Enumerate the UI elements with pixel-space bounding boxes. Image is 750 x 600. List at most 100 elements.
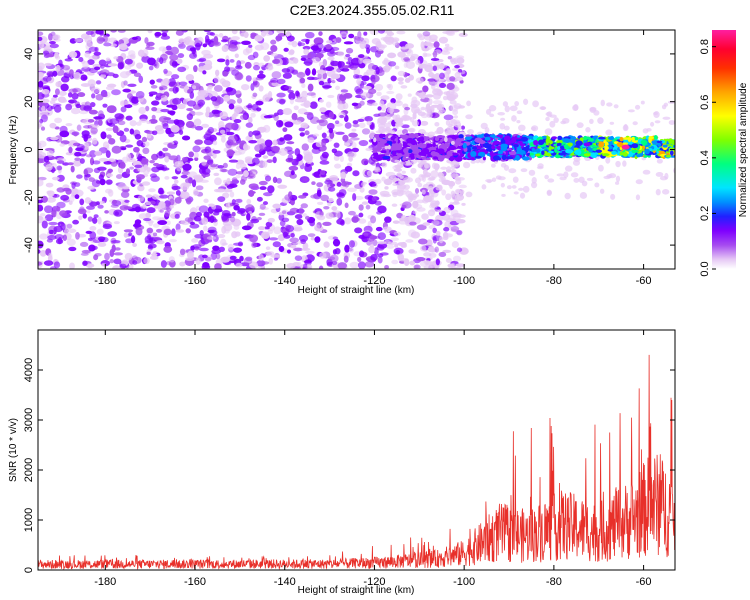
heatmap-cell <box>68 246 77 252</box>
heatmap-cell <box>258 70 264 75</box>
heatmap-cell <box>662 116 671 120</box>
heatmap-cell <box>395 150 401 153</box>
heatmap-cell <box>154 31 162 37</box>
heatmap-cell <box>357 261 366 269</box>
heatmap-cell <box>418 63 423 69</box>
heatmap-cell <box>351 102 359 107</box>
heatmap-cell <box>294 214 303 220</box>
heatmap-cell <box>271 71 282 79</box>
heatmap-cell <box>187 171 198 178</box>
heatmap-cell <box>311 147 321 154</box>
heatmap-cell <box>382 226 392 231</box>
heatmap-cell <box>210 164 218 168</box>
heatmap-cell <box>206 31 214 36</box>
heatmap-cell <box>273 145 279 153</box>
heatmap-cell <box>305 31 315 39</box>
heatmap-cell <box>420 120 429 126</box>
heatmap-cell <box>250 218 260 224</box>
heatmap-cell <box>518 124 526 132</box>
heatmap-cell <box>380 150 387 154</box>
heatmap-cell <box>387 52 397 59</box>
heatmap-cell <box>83 125 93 129</box>
heatmap-cell <box>408 74 415 81</box>
heatmap-cell <box>622 160 627 167</box>
heatmap-cell <box>635 194 641 201</box>
heatmap-cell <box>97 119 103 126</box>
heatmap-cell <box>204 256 212 262</box>
heatmap-cell <box>166 191 176 195</box>
heatmap-cell <box>258 62 265 68</box>
heatmap-cell <box>278 245 285 253</box>
heatmap-cell <box>423 41 432 47</box>
heatmap-cell <box>424 149 429 153</box>
heatmap-cell <box>416 199 424 204</box>
heatmap-cell <box>377 232 387 241</box>
heatmap-cell <box>289 237 299 243</box>
heatmap-cell <box>279 98 286 105</box>
heatmap-cell <box>176 58 183 64</box>
heatmap-cell <box>179 248 186 256</box>
heatmap-cell <box>156 228 163 233</box>
y-tick-label: 0 <box>23 567 35 573</box>
heatmap-cell <box>615 175 621 183</box>
heatmap-cell <box>54 104 62 113</box>
heatmap-cell <box>465 134 471 138</box>
heatmap-cell <box>168 256 175 263</box>
heatmap-cell <box>564 165 573 172</box>
heatmap-cell <box>285 225 295 232</box>
heatmap-cell <box>514 100 520 107</box>
heatmap-cell <box>331 206 338 211</box>
heatmap-cell <box>619 136 624 142</box>
heatmap-cell <box>656 148 661 152</box>
heatmap-cell <box>454 64 460 69</box>
heatmap-cell <box>394 243 399 248</box>
heatmap-cell <box>377 106 382 111</box>
heatmap-cell <box>313 224 321 230</box>
heatmap-cell <box>93 167 101 174</box>
heatmap-cell <box>221 39 229 43</box>
heatmap-cell <box>321 81 331 90</box>
heatmap-cell <box>134 164 143 169</box>
heatmap-cell <box>251 241 258 249</box>
heatmap-cell <box>88 177 96 182</box>
heatmap-cell <box>179 129 184 135</box>
heatmap-cell <box>342 134 349 142</box>
heatmap-cell <box>458 184 467 189</box>
heatmap-cell <box>450 209 459 217</box>
heatmap-cell <box>455 263 466 267</box>
heatmap-cell <box>227 243 235 251</box>
heatmap-cell <box>605 129 613 136</box>
heatmap-cell <box>159 57 164 65</box>
heatmap-cell <box>146 251 151 256</box>
heatmap-cell <box>38 80 44 88</box>
heatmap-cell <box>409 221 417 226</box>
heatmap-cell <box>47 156 57 160</box>
heatmap-cell <box>393 231 401 237</box>
heatmap-cell <box>564 192 571 200</box>
heatmap-cell <box>457 155 462 161</box>
heatmap-cell <box>217 196 226 203</box>
heatmap-cell <box>412 112 417 120</box>
heatmap-cell <box>623 123 628 131</box>
heatmap-cell <box>401 204 407 209</box>
heatmap-cell <box>256 107 262 112</box>
heatmap-cell <box>54 88 60 96</box>
heatmap-cell <box>369 183 377 187</box>
heatmap-cell <box>402 156 407 161</box>
heatmap-cell <box>307 83 314 92</box>
heatmap-cell <box>364 261 375 268</box>
heatmap-cell <box>146 207 156 214</box>
heatmap-cell <box>483 133 490 138</box>
heatmap-cell <box>259 203 266 210</box>
heatmap-cell <box>231 30 238 35</box>
heatmap-cell <box>358 218 367 224</box>
heatmap-cell <box>240 30 246 33</box>
heatmap-cell <box>123 232 128 238</box>
heatmap-cell <box>654 120 661 124</box>
heatmap-cell <box>250 83 255 91</box>
heatmap-cell <box>374 178 382 185</box>
heatmap-cell <box>236 97 243 104</box>
heatmap-cell <box>261 261 270 265</box>
heatmap-cell <box>263 115 273 119</box>
heatmap-cell <box>418 143 427 149</box>
